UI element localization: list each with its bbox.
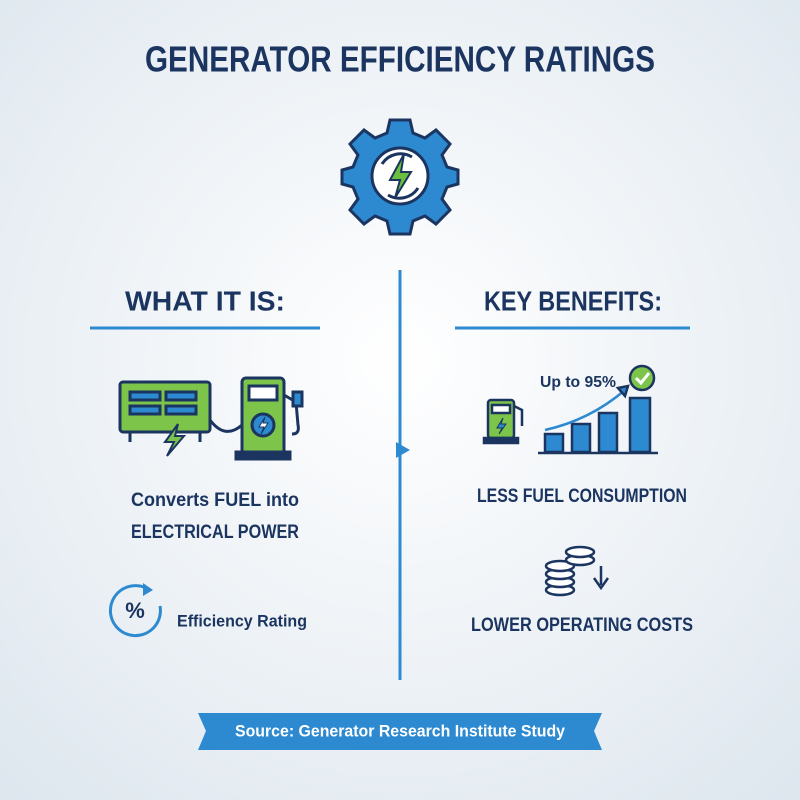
generator-icon — [118, 376, 304, 461]
badge-label: Efficiency Rating — [177, 611, 307, 630]
chart-label: Up to 95% — [540, 374, 616, 391]
description-line: ELECTRICAL POWER — [131, 522, 299, 543]
source-banner: Source: Generator Research Institute Stu… — [198, 713, 602, 750]
right-heading: KEY BENEFITS: — [484, 285, 662, 316]
divider-arrow — [396, 442, 410, 458]
badge-symbol: % — [125, 598, 145, 623]
benefit: LESS FUEL CONSUMPTION — [477, 486, 687, 507]
savings-chart-icon — [482, 364, 658, 455]
source-text: Source: Generator Research Institute Stu… — [235, 721, 565, 740]
coins-icon — [544, 545, 610, 597]
left-heading: WHAT IT IS: — [125, 285, 285, 316]
description-line: Converts FUEL into — [131, 490, 299, 511]
gear-icon — [340, 118, 460, 236]
benefit: LOWER OPERATING COSTS — [471, 615, 693, 636]
title: GENERATOR EFFICIENCY RATINGS — [145, 39, 655, 80]
efficiency-badge: % — [108, 583, 162, 638]
